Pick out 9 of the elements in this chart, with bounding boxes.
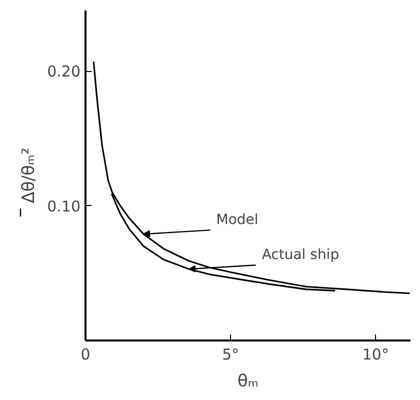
y-axis-title: Δθ/θₘ² [19,148,40,204]
annotation: Model [216,212,258,228]
x-axis-title: θₘ [238,372,259,392]
annotation: Actual ship [262,247,340,264]
y-tick-label: 0.10 [47,197,81,216]
x-tick-label: 10° [362,346,389,364]
x-tick-label: 0 [80,346,90,364]
x-tick-label: 5° [222,346,240,364]
y-tick-label: 0.20 [47,62,81,81]
